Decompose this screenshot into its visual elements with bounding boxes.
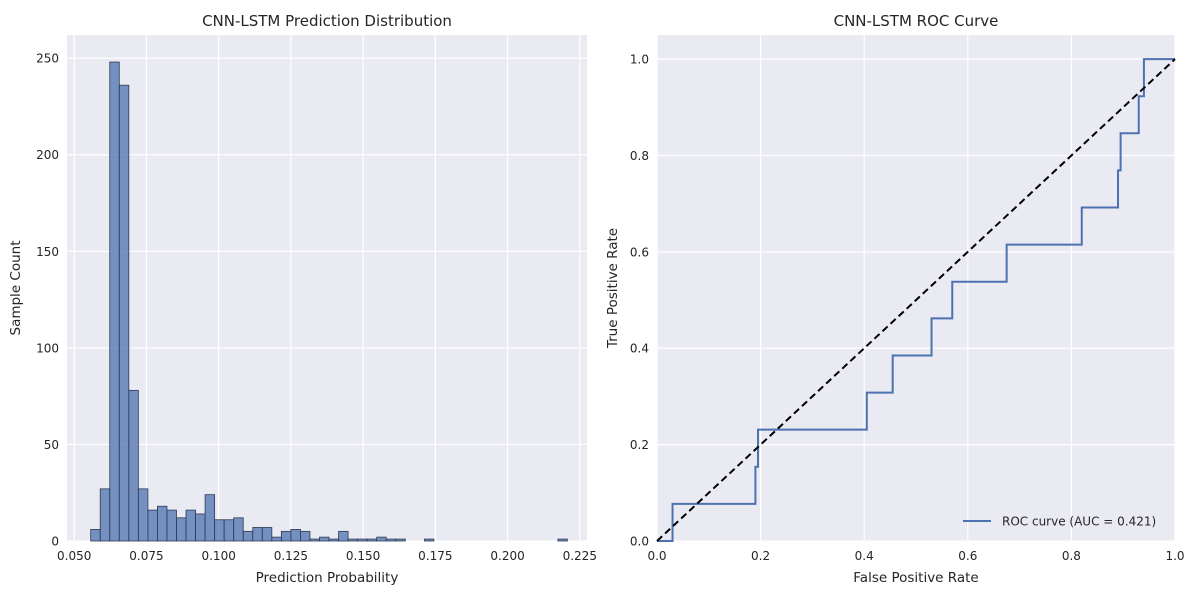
y-tick-label: 0.4 [630, 342, 649, 356]
x-tick-label: 0.0 [647, 549, 666, 563]
histogram-bar [280, 530, 292, 542]
x-tick-label: 0.125 [274, 549, 308, 563]
histogram-bar [233, 517, 244, 542]
x-tick-label: 0.4 [855, 549, 874, 563]
y-tick-label: 0.6 [630, 245, 649, 259]
histogram-bar [347, 538, 359, 542]
y-tick-label: 100 [36, 341, 59, 355]
x-tick-label: 0.200 [490, 549, 524, 563]
histogram-bar [223, 519, 235, 542]
chart-title: CNN-LSTM Prediction Distribution [202, 12, 452, 30]
legend: ROC curve (AUC = 0.421) [963, 515, 1156, 529]
histogram-bar [300, 530, 311, 542]
y-tick-label: 0.2 [630, 438, 649, 452]
histogram-bar [319, 536, 330, 542]
plot-area [67, 35, 587, 541]
x-tick-label: 0.175 [418, 549, 452, 563]
histogram-bar [252, 527, 263, 542]
y-axis-label: Sample Count [8, 240, 24, 335]
histogram-bar [137, 488, 149, 542]
histogram-bar [338, 530, 349, 542]
histogram-bar [385, 538, 397, 542]
histogram-bar [290, 529, 301, 542]
histogram-bar [90, 529, 101, 542]
x-tick-label: 1.0 [1165, 549, 1184, 563]
chart-panel-1: 0.050 0.075 0.100 0.125 0.150 0.175 0.200 0.225… [8, 12, 597, 586]
histogram-bar [376, 536, 387, 542]
plot-area [657, 35, 1175, 541]
y-tick-label: 250 [36, 52, 59, 66]
y-tick-label: 50 [44, 438, 59, 452]
x-tick-label: 0.150 [346, 549, 380, 563]
histogram-bar [357, 538, 368, 542]
histogram-bar [195, 513, 206, 542]
y-tick-label: 0.0 [630, 535, 649, 549]
histogram-bar [309, 538, 320, 542]
roc-curve-line [657, 58, 1175, 542]
x-tick-label: 0.100 [201, 549, 235, 563]
x-tick-label: 0.225 [563, 549, 597, 563]
histogram-bar [214, 519, 225, 542]
histogram-bar [271, 536, 282, 542]
legend-label: ROC curve (AUC = 0.421) [1002, 515, 1156, 529]
histogram-bar [128, 389, 139, 542]
diagonal-reference-line [656, 58, 1176, 542]
y-tick-label: 150 [36, 245, 59, 259]
histogram-bar [147, 509, 158, 542]
histogram-bar [242, 530, 254, 542]
x-axis-label: False Positive Rate [853, 570, 978, 586]
chart-title: CNN-LSTM ROC Curve [834, 12, 999, 30]
chart-panel-2: 0.0 0.2 0.4 0.6 0.8 1.0 0.0 0.2 0.4 0.6 0.8 1.0 CNN-… [605, 12, 1185, 586]
histogram-bar [99, 488, 111, 542]
x-tick-label: 0.075 [129, 549, 163, 563]
y-axis-label: True Positive Rate [605, 228, 621, 349]
histogram-bar [366, 538, 378, 542]
histogram-bar [395, 538, 406, 542]
histogram-bar [557, 538, 568, 542]
y-tick-label: 0.8 [630, 149, 649, 163]
histogram-bar [157, 505, 168, 542]
histogram-bar [185, 509, 196, 542]
x-tick-label: 0.8 [1062, 549, 1081, 563]
histogram-bar [118, 84, 130, 542]
x-axis-label: Prediction Probability [256, 570, 399, 586]
y-tick-label: 200 [36, 148, 59, 162]
histogram-bar [261, 527, 273, 542]
histogram-bar [109, 61, 120, 542]
x-tick-label: 0.050 [57, 549, 91, 563]
histogram-bar [328, 538, 339, 542]
x-tick-label: 0.2 [751, 549, 770, 563]
histogram-bar [423, 538, 435, 542]
y-tick-label: 0 [51, 535, 59, 549]
histogram-bar [204, 494, 216, 542]
x-tick-label: 0.6 [958, 549, 977, 563]
histogram-bar [166, 509, 177, 542]
histogram-bar [176, 517, 187, 542]
y-tick-label: 1.0 [630, 53, 649, 67]
